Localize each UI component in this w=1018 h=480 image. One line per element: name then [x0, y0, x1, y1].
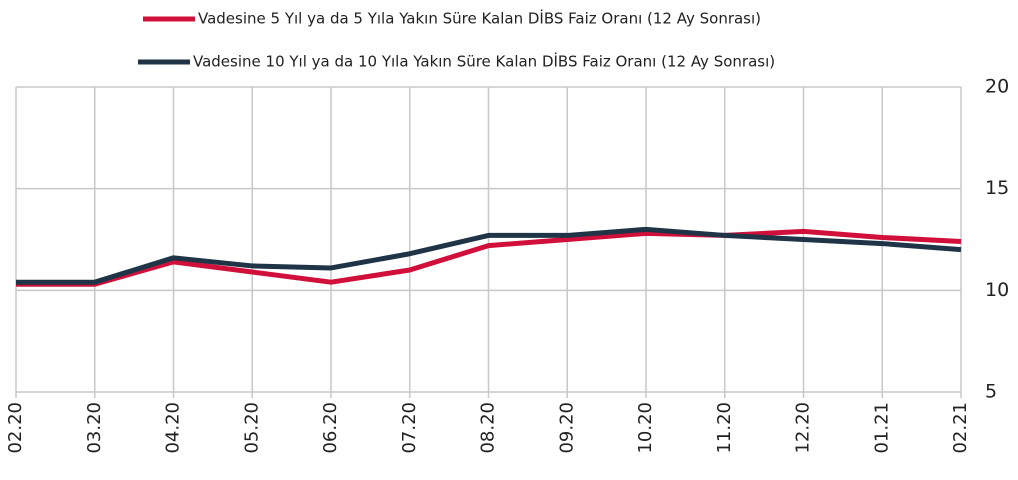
x-tick-label: 02.21: [950, 402, 971, 454]
x-tick-label: 02.20: [5, 402, 26, 454]
x-tick-label: 08.20: [478, 402, 499, 454]
x-tick-label: 01.21: [871, 402, 892, 454]
y-tick-label: 5: [985, 381, 997, 403]
legend-label: Vadesine 5 Yıl ya da 5 Yıla Yakın Süre K…: [198, 9, 761, 28]
series-line: [16, 226, 962, 285]
legend-label: Vadesine 10 Yıl ya da 10 Yıla Yakın Süre…: [193, 52, 775, 71]
y-tick-label: 15: [985, 177, 1009, 199]
x-tick-label: 07.20: [399, 402, 420, 454]
series-line: [16, 228, 962, 287]
x-tick-label: 05.20: [241, 402, 262, 454]
x-tick-label: 10.20: [635, 402, 656, 454]
y-tick-label: 20: [985, 76, 1009, 98]
x-tick-label: 12.20: [793, 402, 814, 454]
x-tick-label: 03.20: [84, 402, 105, 454]
x-tick-label: 09.20: [556, 402, 577, 454]
x-tick-label: 06.20: [320, 402, 341, 454]
x-tick-label: 11.20: [714, 402, 735, 454]
x-tick-label: 04.20: [163, 402, 184, 454]
y-tick-label: 10: [985, 279, 1009, 301]
